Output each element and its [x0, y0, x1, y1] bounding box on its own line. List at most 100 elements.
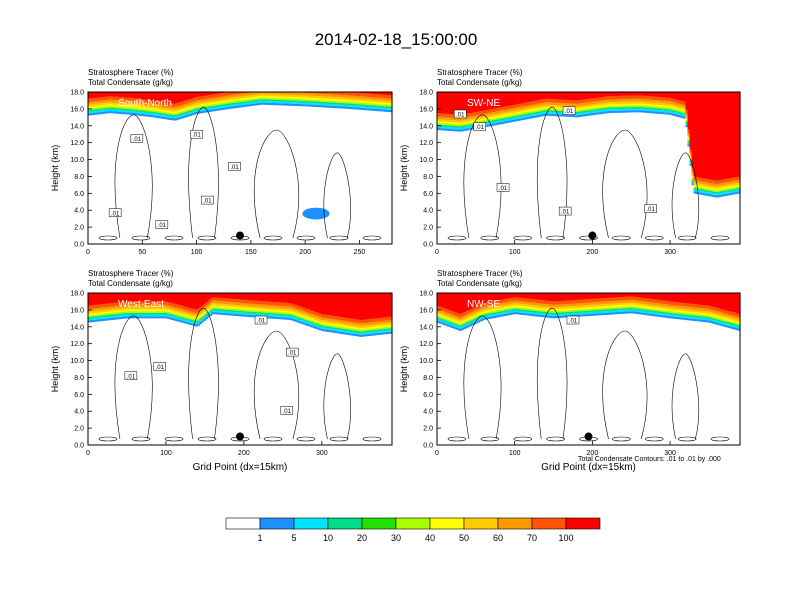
tracer-band-cell: [363, 104, 367, 107]
tracer-band-cell: [98, 317, 101, 320]
tracer-band-cell: [272, 94, 276, 97]
tracer-band-cell: [473, 120, 476, 122]
tracer-band-cell: [675, 112, 678, 115]
tracer-band-cell: [296, 318, 300, 321]
tracer-band-cell: [233, 94, 237, 98]
tracer-band-cell: [439, 121, 442, 124]
tracer-band-cell: [183, 314, 186, 317]
tracer-band-cell: [641, 105, 644, 108]
tracer-band-cell: [152, 111, 156, 114]
tracer-band-cell: [548, 300, 551, 305]
tracer-band-cell: [347, 326, 351, 328]
tracer-band-cell: [187, 293, 190, 308]
tracer-band-cell: [298, 100, 302, 103]
tracer-band-cell: [465, 128, 468, 131]
tracer-band-cell: [268, 102, 271, 105]
tracer-band-cell: [437, 127, 440, 131]
tracer-band-cell: [349, 95, 353, 99]
contour-label: .01: [133, 137, 142, 143]
tracer-band-cell: [535, 100, 539, 104]
tracer-band-cell: [260, 293, 263, 302]
tracer-band-cell: [233, 293, 237, 300]
tracer-band-cell: [104, 109, 107, 112]
tracer-band-cell: [523, 92, 527, 103]
tracer-band-cell: [227, 311, 231, 314]
tracer-band-cell: [499, 118, 503, 121]
tracer-band-cell: [437, 119, 440, 122]
tracer-band-cell: [187, 320, 190, 323]
tracer-band-cell: [156, 107, 160, 110]
tracer-band-cell: [606, 307, 610, 310]
tracer-band-cell: [197, 293, 201, 309]
tracer-band-cell: [116, 313, 119, 316]
tracer-band-cell: [112, 310, 115, 313]
tracer-band-cell: [602, 301, 606, 305]
tracer-band-cell: [256, 103, 259, 106]
tracer-band-cell: [345, 317, 349, 322]
tracer-band-cell: [325, 100, 328, 103]
tracer-band-cell: [296, 103, 300, 107]
tracer-band-cell: [679, 106, 683, 109]
tracer-band-cell: [665, 109, 668, 111]
contour-label-box: [558, 206, 572, 216]
tracer-band-cell: [138, 309, 142, 312]
y-axis-title: Height (km): [399, 145, 409, 192]
tracer-band-cell: [649, 109, 652, 112]
tracer-band-cell: [531, 293, 535, 300]
tracer-band-cell: [647, 105, 650, 108]
tracer-band-cell: [126, 110, 130, 113]
tracer-band-cell: [114, 111, 117, 114]
tracer-band-cell: [160, 301, 164, 305]
tracer-band-cell: [126, 109, 130, 111]
tracer-band-cell: [717, 189, 721, 192]
tracer-band-cell: [531, 115, 535, 119]
tracer-band-cell: [665, 112, 668, 115]
tracer-band-cell: [246, 303, 249, 306]
tracer-band-cell: [331, 293, 334, 316]
tracer-band-cell: [154, 92, 158, 101]
tracer-band-cell: [223, 100, 227, 103]
tracer-band-cell: [521, 306, 525, 308]
tracer-band-cell: [495, 300, 499, 305]
tracer-band-cell: [136, 106, 140, 109]
tracer-band-cell: [624, 92, 628, 96]
tracer-band-cell: [509, 120, 513, 123]
tracer-band-cell: [483, 314, 487, 317]
tracer-band-cell: [719, 187, 723, 190]
tracer-band-cell: [130, 101, 134, 104]
tracer-band-cell: [122, 103, 126, 106]
tracer-band-cell: [544, 104, 547, 107]
tracer-band-cell: [140, 293, 144, 302]
tracer-band-cell: [566, 99, 569, 104]
tracer-band-cell: [146, 311, 150, 313]
tracer-band-cell: [211, 297, 215, 301]
tracer-band-cell: [461, 319, 464, 322]
tracer-band-cell: [620, 92, 624, 96]
tracer-band-cell: [96, 317, 99, 320]
tracer-band-cell: [507, 111, 511, 114]
tracer-band-cell: [519, 305, 523, 308]
tracer-band-cell: [365, 332, 369, 335]
tracer-band-cell: [487, 117, 491, 120]
tracer-band-cell: [610, 305, 614, 308]
tracer-band-cell: [225, 304, 229, 307]
tracer-band-cell: [538, 103, 541, 106]
tracer-band-cell: [244, 103, 247, 105]
tracer-band-cell: [128, 314, 132, 317]
tracer-band-cell: [467, 92, 470, 114]
tracer-band-cell: [90, 92, 93, 99]
tracer-band-cell: [612, 300, 616, 304]
tracer-band-cell: [211, 300, 215, 304]
tracer-band-cell: [288, 314, 292, 317]
tracer-band-cell: [248, 99, 251, 101]
tracer-band-cell: [600, 309, 604, 312]
tracer-band-cell: [213, 105, 217, 108]
tracer-band-cell: [237, 94, 241, 97]
tracer-band-cell: [477, 305, 481, 309]
tracer-band-cell: [314, 101, 318, 104]
tracer-band-cell: [527, 311, 531, 314]
tracer-band-cell: [669, 107, 672, 110]
tracer-band-cell: [96, 92, 99, 98]
tracer-band-cell: [441, 318, 444, 321]
tracer-band-cell: [527, 308, 531, 311]
